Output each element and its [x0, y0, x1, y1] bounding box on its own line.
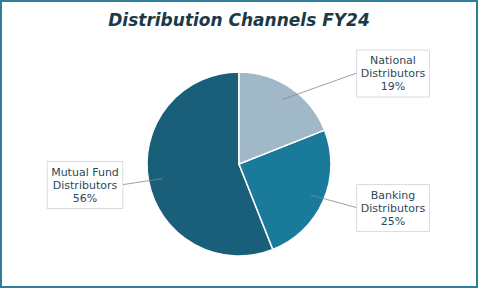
title: Distribution Channels FY24 — [108, 10, 370, 30]
labels: Mutual FundDistributors56%BankingDistrib… — [47, 50, 429, 232]
label-line: 56% — [73, 192, 97, 205]
slice-label: NationalDistributors19% — [361, 54, 426, 93]
label-line: Distributors — [361, 202, 426, 215]
label-line: Distributors — [361, 67, 426, 80]
leader-line — [123, 179, 162, 185]
slice-label: Mutual FundDistributors56% — [51, 166, 119, 205]
label-box — [357, 185, 430, 232]
label-line: Distributors — [53, 179, 118, 192]
chart: Distribution Channels FY24Mutual FundDis… — [0, 0, 478, 288]
label-line: Banking — [371, 189, 416, 202]
slices — [147, 72, 331, 256]
border — [1, 1, 477, 287]
label-line: 25% — [381, 215, 405, 228]
label-line: Mutual Fund — [51, 166, 119, 179]
slice — [239, 72, 325, 164]
label-line: National — [370, 54, 416, 67]
label-box — [357, 50, 430, 97]
label-box — [47, 162, 123, 209]
slice-label: BankingDistributors25% — [361, 189, 426, 228]
leader-line — [311, 195, 357, 208]
label-line: 19% — [381, 80, 405, 93]
leader-line — [283, 73, 357, 99]
